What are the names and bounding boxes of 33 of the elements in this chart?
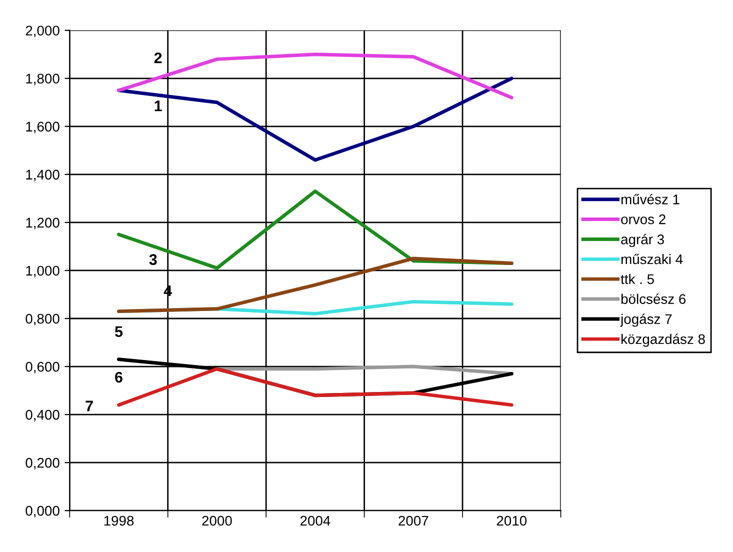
x-tick-label: 2007 — [398, 516, 428, 526]
line-series — [117, 76, 514, 162]
legend-label: művész 1 — [621, 194, 680, 204]
x-tick-label: 1998 — [104, 516, 134, 526]
annotation: 7 — [86, 400, 93, 412]
annotation: 6 — [115, 372, 122, 383]
y-tick-label: 0,200 — [26, 458, 60, 470]
y-tick-label: 1,000 — [26, 266, 60, 278]
legend-label: bölcsész 6 — [621, 294, 686, 304]
line-series — [117, 367, 514, 407]
annotation: 3 — [149, 254, 157, 265]
legend-label: közgazdász 8 — [622, 334, 705, 347]
y-tick-label: 1,400 — [26, 170, 60, 182]
legend-label: jogász 7 — [620, 314, 672, 327]
y-tick-label: 1,600 — [26, 122, 60, 134]
legend-label: agrár 3 — [621, 234, 664, 248]
y-tick-label: 0,600 — [26, 362, 60, 374]
y-tick-label: 2,000 — [26, 26, 60, 38]
y-tick-label: 0,000 — [26, 506, 60, 518]
annotation: 5 — [114, 326, 123, 338]
x-tick-label: 2000 — [202, 516, 232, 526]
y-tick-label: 1,200 — [26, 218, 60, 230]
x-tick-label: 2010 — [496, 516, 527, 526]
y-tick-label: 0,400 — [26, 410, 60, 422]
line-series — [117, 52, 514, 100]
y-tick-label: 1,800 — [26, 74, 60, 86]
annotation: 2 — [154, 52, 162, 64]
x-tick-label: 2004 — [300, 516, 330, 526]
y-tick-label: 0,800 — [26, 314, 60, 326]
annotation: 1 — [154, 100, 162, 112]
legend-label: orvos 2 — [621, 214, 666, 224]
legend-label: ttk . 5 — [620, 274, 654, 284]
legend-label: műszaki 4 — [621, 254, 683, 264]
